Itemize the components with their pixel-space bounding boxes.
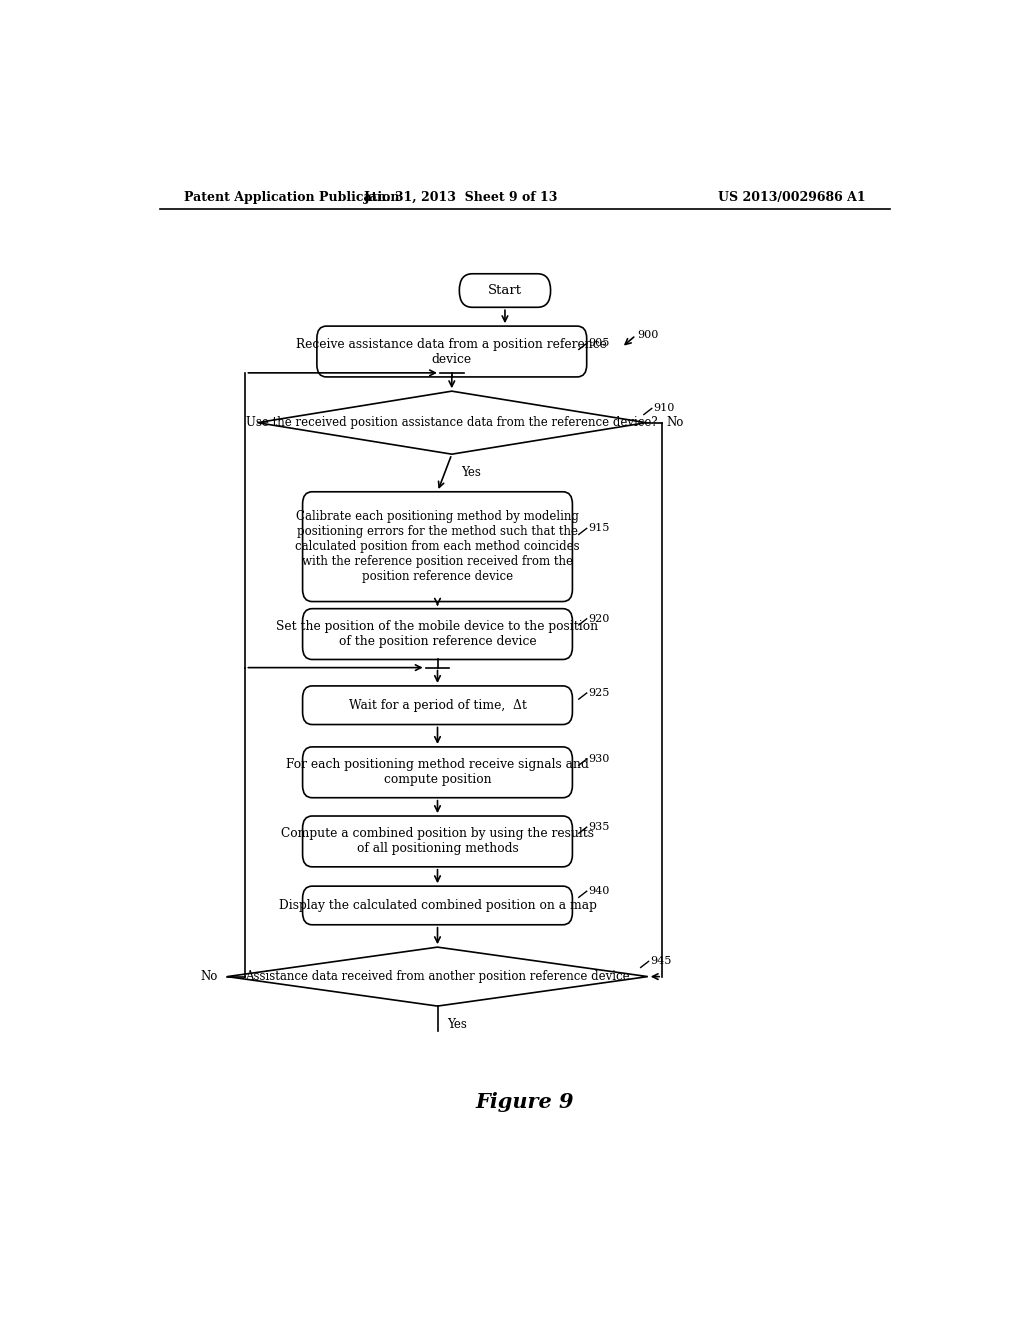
Text: Jan. 31, 2013  Sheet 9 of 13: Jan. 31, 2013 Sheet 9 of 13	[365, 190, 558, 203]
Polygon shape	[257, 391, 646, 454]
Text: 940: 940	[588, 886, 609, 896]
Polygon shape	[227, 948, 648, 1006]
Text: 925: 925	[588, 688, 609, 698]
FancyBboxPatch shape	[316, 326, 587, 378]
Text: Wait for a period of time,  Δt: Wait for a period of time, Δt	[348, 698, 526, 711]
Text: 900: 900	[638, 330, 658, 341]
Text: Start: Start	[488, 284, 522, 297]
Text: Display the calculated combined position on a map: Display the calculated combined position…	[279, 899, 596, 912]
Text: Yes: Yes	[461, 466, 481, 479]
Text: Yes: Yes	[447, 1018, 467, 1031]
Text: For each positioning method receive signals and
compute position: For each positioning method receive sign…	[286, 758, 589, 787]
FancyBboxPatch shape	[303, 609, 572, 660]
Text: 915: 915	[588, 523, 609, 533]
Text: Assistance data received from another position reference device: Assistance data received from another po…	[245, 970, 630, 983]
FancyBboxPatch shape	[303, 492, 572, 602]
Text: US 2013/0029686 A1: US 2013/0029686 A1	[719, 190, 866, 203]
Text: 905: 905	[588, 338, 609, 348]
Text: Calibrate each positioning method by modeling
positioning errors for the method : Calibrate each positioning method by mod…	[295, 510, 580, 583]
Text: 945: 945	[650, 957, 672, 966]
Text: 920: 920	[588, 614, 609, 624]
FancyBboxPatch shape	[460, 273, 551, 308]
Text: Use the received position assistance data from the reference device?: Use the received position assistance dat…	[246, 416, 657, 429]
Text: 930: 930	[588, 754, 609, 764]
Text: Compute a combined position by using the results
of all positioning methods: Compute a combined position by using the…	[281, 828, 594, 855]
FancyBboxPatch shape	[303, 886, 572, 925]
Text: No: No	[666, 416, 683, 429]
Text: Patent Application Publication: Patent Application Publication	[183, 190, 399, 203]
Text: 935: 935	[588, 822, 609, 832]
Text: Receive assistance data from a position reference
device: Receive assistance data from a position …	[296, 338, 607, 366]
FancyBboxPatch shape	[303, 686, 572, 725]
Text: Figure 9: Figure 9	[475, 1092, 574, 1111]
FancyBboxPatch shape	[303, 816, 572, 867]
Text: No: No	[201, 970, 218, 983]
Text: Set the position of the mobile device to the position
of the position reference : Set the position of the mobile device to…	[276, 620, 599, 648]
FancyBboxPatch shape	[303, 747, 572, 797]
Text: 910: 910	[653, 404, 675, 413]
